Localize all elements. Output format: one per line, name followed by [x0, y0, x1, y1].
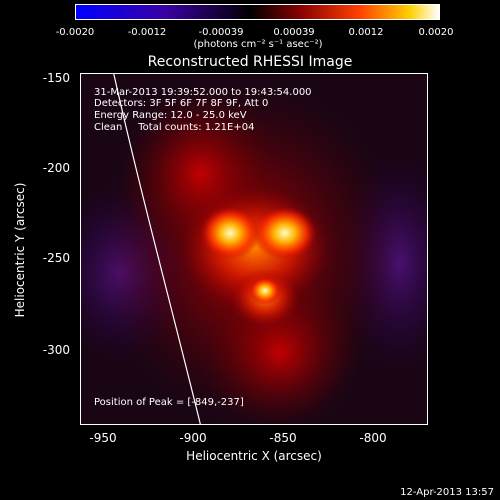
x-tick-label: -850	[269, 431, 297, 445]
x-tick-label: -950	[89, 431, 117, 445]
plot-title: Reconstructed RHESSI Image	[147, 54, 353, 70]
annotation-time-range: 31-Mar-2013 19:39:52.000 to 19:43:54.000	[94, 87, 312, 98]
y-tick-label: -200	[42, 161, 70, 175]
y-tick-label: -150	[42, 71, 70, 85]
colorbar-tick: -0.0020	[55, 27, 95, 38]
rhessi-image	[80, 73, 428, 425]
timestamp: 12-Apr-2013 13:57	[400, 487, 494, 498]
colorbar	[75, 4, 440, 20]
x-tick-label: -900	[179, 431, 207, 445]
y-tick-label: -250	[42, 251, 70, 265]
colorbar-tick: 0.0020	[418, 27, 454, 38]
colorbar-tick: -0.00039	[198, 27, 244, 38]
annotation-detectors: Detectors: 3F 5F 6F 7F 8F 9F, Att 0	[94, 98, 269, 109]
colorbar-tick: -0.0012	[127, 27, 167, 38]
annotation-energy: Energy Range: 12.0 - 25.0 keV	[94, 110, 247, 121]
annotation-clean: Clean Total counts: 1.21E+04	[94, 122, 255, 133]
annotation-peak: Position of Peak = [-849,-237]	[94, 397, 244, 408]
solar-limb-line	[113, 74, 201, 424]
y-tick-label: -300	[42, 343, 70, 357]
colorbar-tick: 0.00039	[273, 27, 315, 38]
colorbar-units: (photons cm⁻² s⁻¹ asec⁻²)	[193, 39, 323, 50]
x-tick-label: -800	[359, 431, 387, 445]
y-axis-label: Heliocentric Y (arcsec)	[13, 182, 27, 318]
x-axis-label: Heliocentric X (arcsec)	[186, 449, 322, 463]
colorbar-tick: 0.0012	[348, 27, 384, 38]
